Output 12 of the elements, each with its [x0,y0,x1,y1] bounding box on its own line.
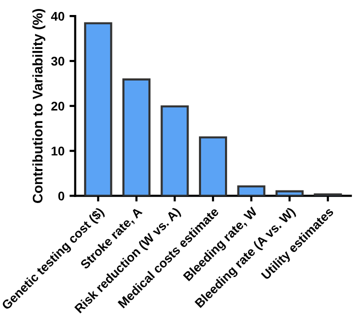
y-tick-label: 40 [51,12,64,21]
y-tick-label: 10 [52,146,64,156]
y-tick-label: 30 [51,56,64,66]
bar [276,190,304,196]
bar [122,78,150,196]
y-axis-title: Contribution to Variability (%) [32,9,46,203]
y-tick-label: 20 [51,102,64,111]
bar [237,185,266,196]
bar [160,105,189,196]
y-tick-label: 0 [58,192,64,200]
bar [84,22,112,196]
bar [198,136,228,196]
